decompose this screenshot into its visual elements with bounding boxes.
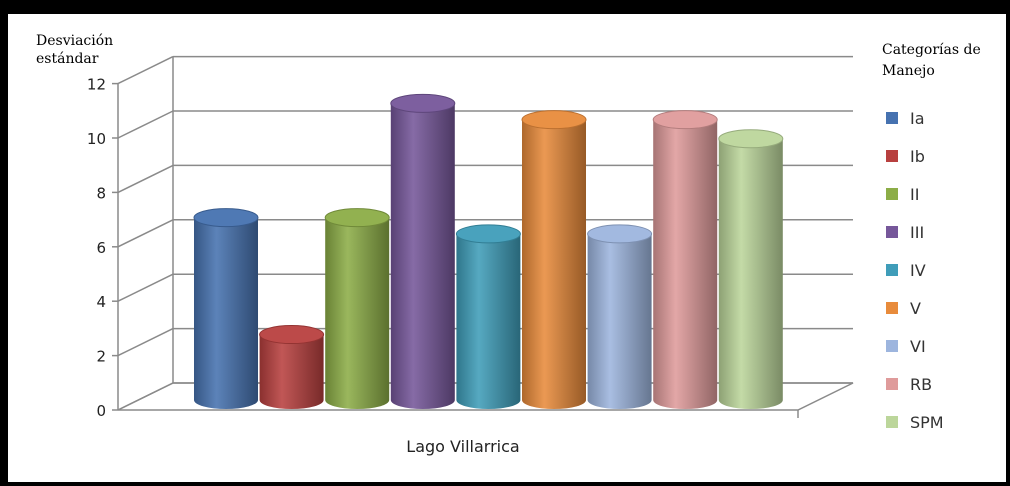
side-gridline-8: [117, 164, 174, 194]
legend-swatch-ii: [886, 188, 898, 200]
bar-iii: [390, 93, 456, 410]
y-tick-label-12: 12: [87, 76, 106, 94]
legend-item-spm: SPM: [886, 403, 944, 441]
legend-item-rb: RB: [886, 365, 944, 403]
y-axis-label-line2: estándar: [36, 51, 99, 67]
bar-ii: [324, 208, 390, 409]
side-gridline-10: [117, 110, 174, 139]
legend-swatch-v: [886, 302, 898, 314]
bar-v: [521, 110, 587, 410]
y-tick-label-6: 6: [96, 239, 106, 257]
y-axis-label-line1: Desviación: [36, 33, 114, 49]
legend-item-ib: Ib: [886, 137, 944, 175]
legend-label-ia: Ia: [910, 108, 925, 128]
bar-rb: [652, 110, 718, 410]
legend-label-rb: RB: [910, 374, 933, 394]
bar-ia: [193, 208, 259, 409]
legend-label-ib: Ib: [910, 146, 925, 166]
bar-top-spm: [718, 129, 784, 149]
legend-title-line2: Manejo: [882, 63, 935, 79]
side-gridline-0: [117, 382, 174, 411]
legend-item-iii: III: [886, 213, 944, 251]
legend-item-ia: Ia: [886, 99, 944, 137]
bar-body-v: [522, 119, 586, 410]
bar-top-iii: [390, 93, 456, 113]
legend-swatch-rb: [886, 378, 898, 390]
legend-label-iv: IV: [910, 260, 926, 280]
legend-label-iii: III: [910, 222, 925, 242]
bar-body-ib: [259, 334, 324, 409]
bar-body-ia: [194, 217, 258, 409]
legend-title-line1: Categorías de: [882, 42, 981, 58]
legend-swatch-iii: [886, 226, 898, 238]
side-gridline-2: [117, 327, 174, 357]
y-tick-label-2: 2: [96, 348, 106, 366]
y-tick-label-0: 0: [96, 402, 106, 420]
y-tick-label-8: 8: [96, 184, 106, 202]
legend-swatch-iv: [886, 264, 898, 276]
legend-item-ii: II: [886, 175, 944, 213]
bar-spm: [718, 129, 784, 409]
bar-top-v: [521, 110, 587, 130]
bar-body-ii: [325, 217, 390, 409]
legend-swatch-ia: [886, 112, 898, 124]
legend-label-spm: SPM: [910, 412, 944, 432]
bar-body-vi: [587, 233, 652, 409]
legend-item-iv: IV: [886, 251, 944, 289]
legend-label-ii: II: [910, 184, 920, 204]
legend-label-vi: VI: [910, 336, 926, 356]
bar-body-rb: [653, 119, 718, 410]
chart-frame: 0 2 4 6 8 10 12 Lago Villarrica Desviación est…: [8, 14, 1006, 482]
bar-chart: 0 2 4 6 8 10 12 Lago Villarrica: [87, 55, 854, 456]
y-axis-label: Desviación estándar: [36, 32, 113, 68]
bar-top-ii: [324, 208, 390, 228]
legend-swatch-ib: [886, 150, 898, 162]
bar-ib: [259, 325, 325, 409]
bar-top-rb: [652, 110, 718, 130]
side-gridline-4: [117, 273, 174, 302]
legend-swatch-spm: [886, 416, 898, 428]
legend-label-v: V: [910, 298, 921, 318]
bar-top-ia: [193, 208, 259, 228]
bar-top-ib: [259, 325, 325, 345]
bar-body-spm: [718, 138, 783, 409]
legend: Ia Ib II III IV V VI RB SPM: [886, 99, 944, 441]
y-axis-ticks: 0 2 4 6 8 10 12: [87, 76, 118, 420]
bar-body-iv: [456, 233, 521, 409]
x-axis-label: Lago Villarrica: [406, 437, 519, 456]
legend-swatch-vi: [886, 340, 898, 352]
bar-top-vi: [587, 224, 653, 244]
side-gridline-6: [117, 219, 174, 248]
legend-title: Categorías de Manejo: [882, 40, 1002, 82]
legend-item-v: V: [886, 289, 944, 327]
bar-body-iii: [390, 103, 455, 410]
bar-iv: [455, 224, 521, 409]
y-tick-label-4: 4: [96, 293, 106, 311]
legend-item-vi: VI: [886, 327, 944, 365]
side-gridline-12: [117, 55, 174, 85]
bars: [193, 93, 784, 410]
bar-vi: [587, 224, 653, 409]
y-tick-label-10: 10: [87, 130, 106, 148]
bar-top-iv: [455, 224, 521, 244]
